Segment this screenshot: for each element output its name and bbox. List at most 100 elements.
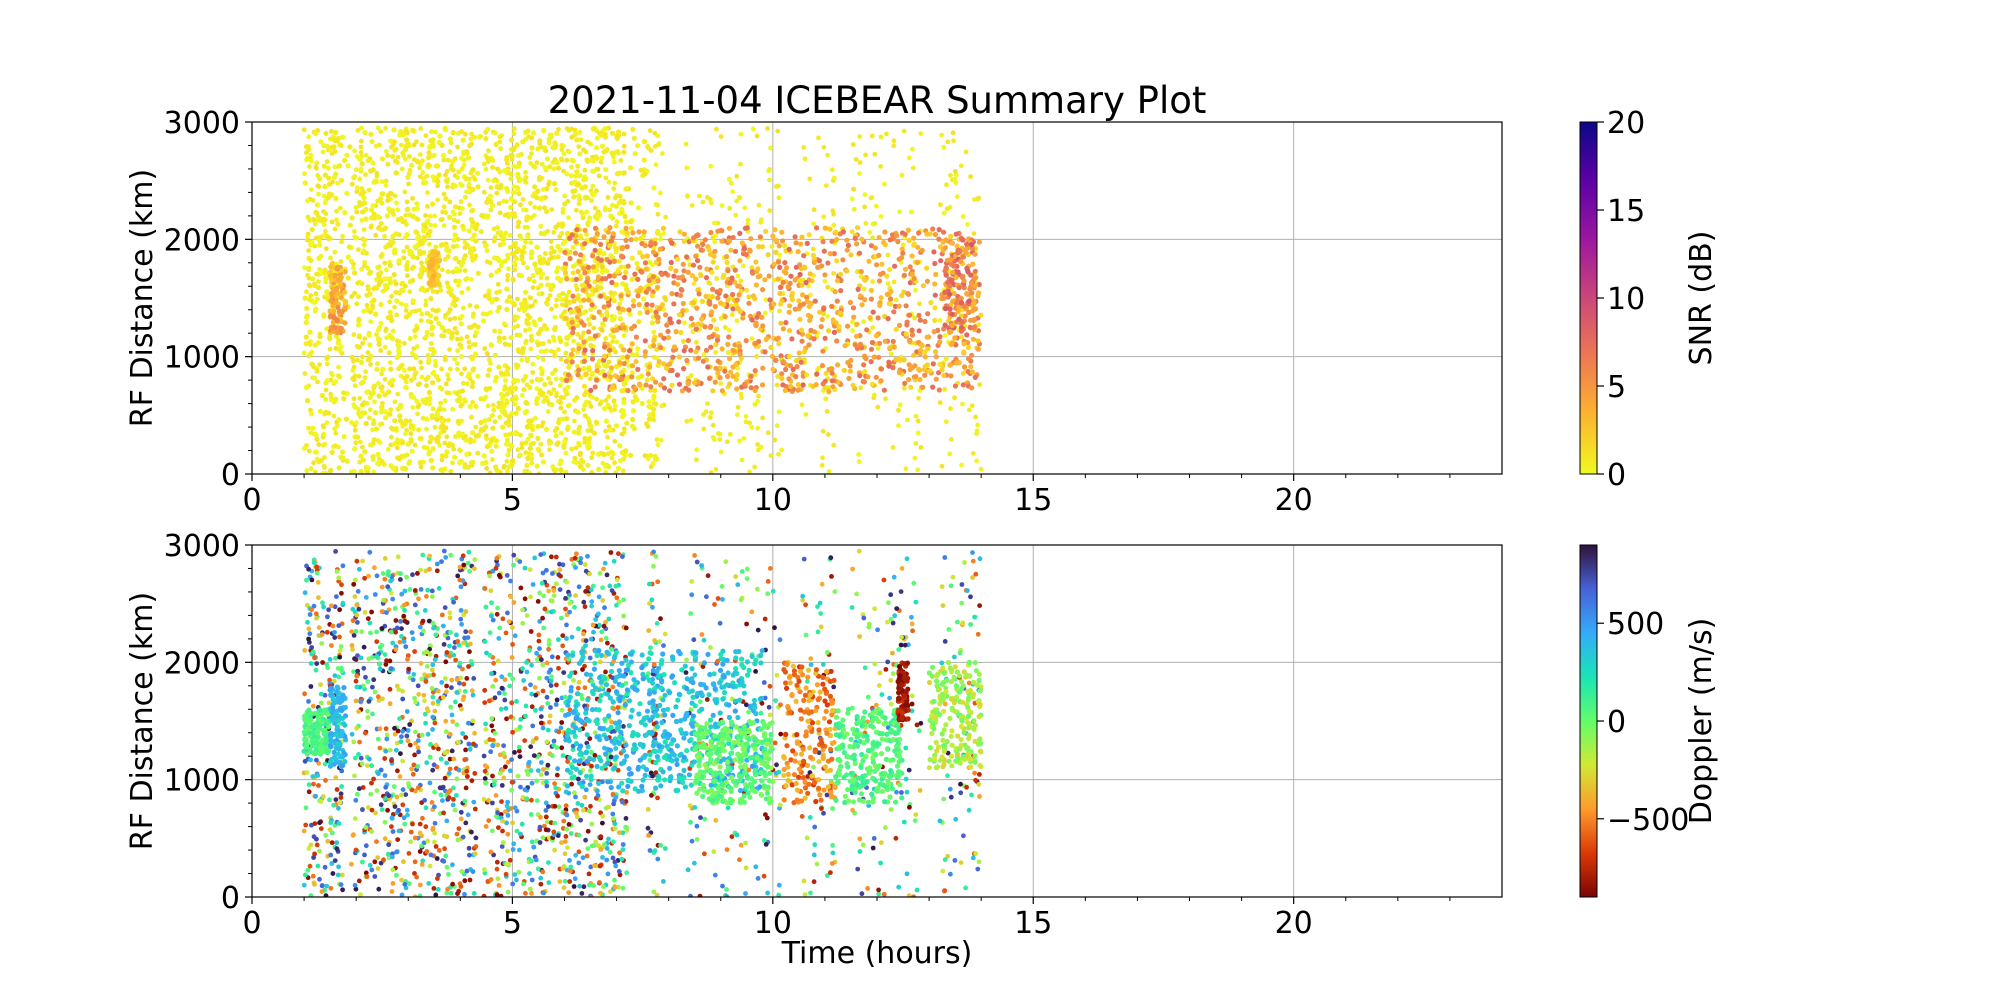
scatter-point bbox=[340, 450, 345, 455]
scatter-point bbox=[585, 463, 590, 468]
scatter-point bbox=[934, 354, 939, 359]
scatter-point bbox=[509, 299, 514, 304]
scatter-point bbox=[581, 366, 586, 371]
scatter-point bbox=[469, 460, 474, 465]
scatter-point bbox=[655, 437, 660, 442]
scatter-point bbox=[437, 407, 442, 412]
scatter-point bbox=[635, 367, 640, 372]
scatter-point bbox=[891, 309, 896, 314]
scatter-point bbox=[650, 293, 655, 298]
scatter-point bbox=[944, 182, 949, 187]
scatter-point bbox=[497, 335, 502, 340]
scatter-point bbox=[643, 338, 648, 343]
scatter-point bbox=[521, 207, 526, 212]
scatter-point bbox=[862, 297, 867, 302]
scatter-point bbox=[303, 296, 308, 301]
scatter-point bbox=[537, 206, 542, 211]
scatter-point bbox=[464, 452, 469, 457]
scatter-point bbox=[392, 250, 397, 255]
scatter-point bbox=[651, 274, 656, 279]
scatter-point bbox=[505, 299, 510, 304]
scatter-point bbox=[918, 318, 923, 323]
scatter-point bbox=[388, 360, 393, 365]
scatter-point bbox=[388, 463, 393, 468]
scatter-point bbox=[770, 234, 775, 239]
scatter-point bbox=[485, 352, 490, 357]
scatter-point bbox=[328, 269, 333, 274]
scatter-point bbox=[825, 285, 830, 290]
scatter-point bbox=[611, 398, 616, 403]
scatter-point bbox=[571, 326, 576, 331]
scatter-point bbox=[620, 355, 625, 360]
scatter-point bbox=[399, 626, 404, 631]
scatter-point bbox=[392, 442, 397, 447]
scatter-point bbox=[854, 334, 859, 339]
scatter-point bbox=[512, 243, 517, 248]
scatter-point bbox=[382, 392, 387, 397]
scatter-point bbox=[430, 465, 435, 470]
scatter-point bbox=[520, 445, 525, 450]
scatter-point bbox=[686, 338, 691, 343]
scatter-point bbox=[453, 326, 458, 331]
scatter-point bbox=[396, 155, 401, 160]
scatter-point bbox=[638, 236, 643, 241]
scatter-point bbox=[453, 232, 458, 237]
scatter-point bbox=[394, 282, 399, 287]
scatter-point bbox=[420, 312, 425, 317]
scatter-point bbox=[380, 367, 385, 372]
scatter-point bbox=[932, 329, 937, 334]
scatter-point bbox=[701, 359, 706, 364]
scatter-point bbox=[563, 239, 568, 244]
scatter-point bbox=[587, 336, 592, 341]
scatter-point bbox=[559, 431, 564, 436]
scatter-point bbox=[351, 175, 356, 180]
scatter-point bbox=[615, 136, 620, 141]
scatter-point bbox=[734, 199, 739, 204]
scatter-point bbox=[501, 404, 506, 409]
scatter-point bbox=[644, 302, 649, 307]
scatter-point bbox=[605, 573, 610, 578]
scatter-point bbox=[492, 226, 497, 231]
scatter-point bbox=[385, 162, 390, 167]
scatter-point bbox=[504, 155, 509, 160]
scatter-point bbox=[333, 273, 338, 278]
scatter-point bbox=[326, 166, 331, 171]
scatter-point bbox=[911, 236, 916, 241]
scatter-point bbox=[737, 231, 742, 236]
scatter-point bbox=[696, 321, 701, 326]
scatter-point bbox=[355, 281, 360, 286]
scatter-point bbox=[864, 221, 869, 226]
scatter-point bbox=[310, 227, 315, 232]
scatter-point bbox=[304, 335, 309, 340]
scatter-point bbox=[504, 199, 509, 204]
scatter-point bbox=[302, 351, 307, 356]
scatter-point bbox=[779, 230, 784, 235]
scatter-point bbox=[483, 244, 488, 249]
scatter-point bbox=[377, 274, 382, 279]
scatter-point bbox=[615, 219, 620, 224]
scatter-point bbox=[379, 221, 384, 226]
scatter-point bbox=[511, 190, 516, 195]
scatter-point bbox=[799, 360, 804, 365]
scatter-point bbox=[335, 305, 340, 310]
scatter-point bbox=[452, 211, 457, 216]
scatter-point bbox=[355, 185, 360, 190]
scatter-point bbox=[326, 236, 331, 241]
scatter-point bbox=[509, 137, 514, 142]
scatter-point bbox=[891, 339, 896, 344]
scatter-point bbox=[914, 414, 919, 419]
scatter-point bbox=[681, 366, 686, 371]
scatter-point bbox=[590, 302, 595, 307]
scatter-point bbox=[542, 382, 547, 387]
scatter-point bbox=[959, 335, 964, 340]
scatter-point bbox=[448, 317, 453, 322]
scatter-point bbox=[456, 399, 461, 404]
scatter-point bbox=[569, 447, 574, 452]
scatter-point bbox=[835, 299, 840, 304]
scatter-point bbox=[975, 197, 980, 202]
scatter-point bbox=[737, 292, 742, 297]
scatter-point bbox=[591, 326, 596, 331]
scatter-point bbox=[456, 169, 461, 174]
scatter-point bbox=[610, 456, 615, 461]
scatter-point bbox=[399, 364, 404, 369]
